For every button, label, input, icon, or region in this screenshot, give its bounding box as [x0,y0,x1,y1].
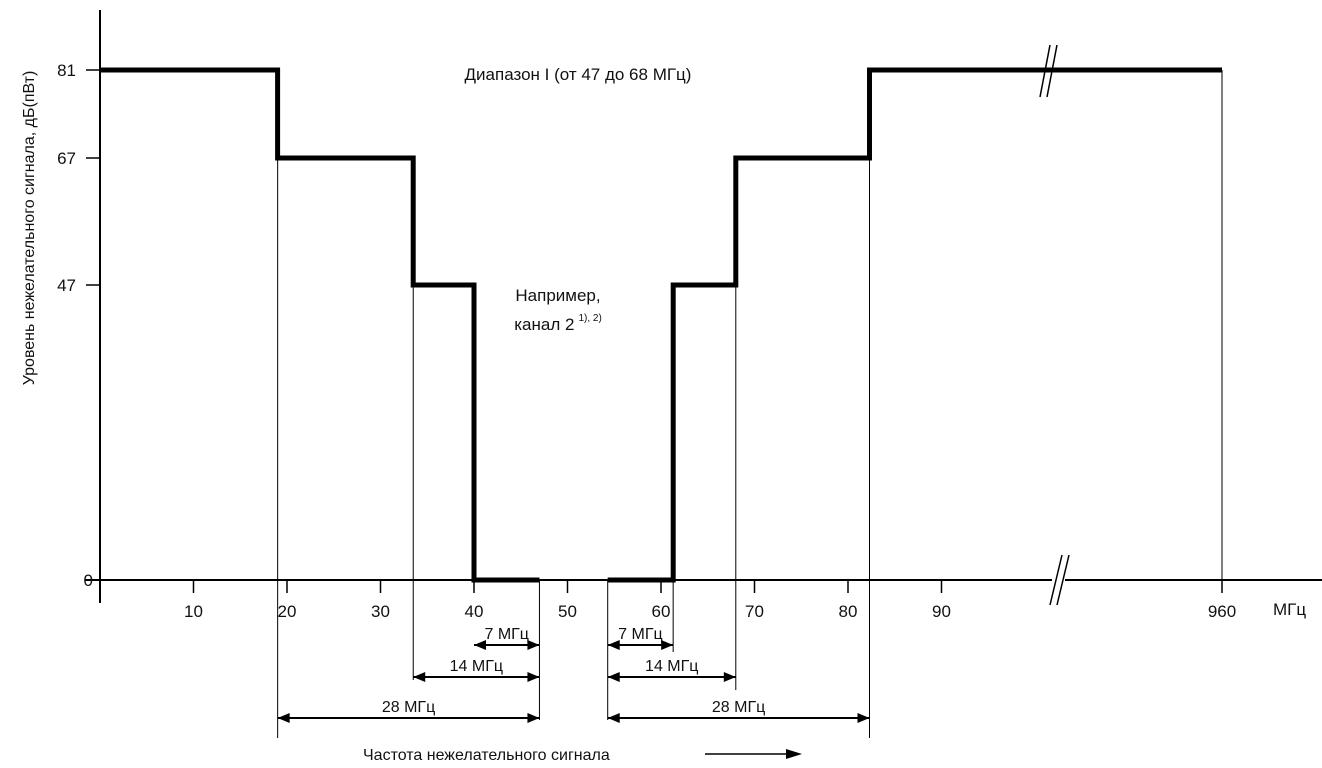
x-tick-label: 20 [278,602,297,621]
dimension-label: 7 МГц [484,626,529,643]
y-tick-label: 67 [57,149,76,168]
x-tick-label: 50 [558,602,577,621]
arrowhead-icon [607,640,620,650]
arrowhead-icon [857,713,870,723]
axes [85,10,1322,606]
frequency-arrow-icon [705,749,802,759]
dimension-label: 28 МГц [382,699,435,716]
series-line [100,67,1222,583]
arrowhead-icon [607,713,620,723]
arrowhead-icon [474,640,486,650]
arrowhead-icon [661,640,674,650]
x-tick-label: 10 [184,602,203,621]
x-tick-label: 960 [1208,602,1236,621]
arrowhead-icon [413,672,426,682]
x-tick-label: 60 [652,602,671,621]
x-axis-break-icon [1049,554,1070,606]
dimension-arrows: 7 МГц 7 МГц 14 МГц 14 МГц 28 МГц 28 МГц [277,626,870,723]
dimension-label: 14 МГц [450,658,503,675]
y-axis-label: Уровень нежелательного сигнала, дБ(пВт) [21,71,38,386]
arrowhead-icon [277,713,290,723]
x-tick-label: 80 [839,602,858,621]
dimension-label: 14 МГц [645,658,698,675]
example-label-line2: канал 2 1), 2) [514,313,602,334]
arrowhead-icon [723,672,736,682]
dimension-label: 7 МГц [618,626,663,643]
y-tick-label: 81 [57,61,76,80]
arrowhead-icon [527,672,540,682]
arrowhead-icon [527,640,540,650]
vertical-guide-lines [277,70,1223,738]
dimension-label: 28 МГц [712,699,765,716]
x-tick-label: 40 [465,602,484,621]
x-tick-label: 70 [745,602,764,621]
example-label-line1: Например, [515,286,600,305]
x-axis-label: Частота нежелательного сигнала [363,747,610,764]
example-footnote: 1), 2) [578,313,601,324]
y-tick-label: 47 [57,276,76,295]
arrowhead-icon [607,672,620,682]
arrowhead-icon [527,713,540,723]
y-ticks: 0 47 67 81 [57,61,100,590]
y-tick-label: 0 [84,571,93,590]
x-tick-label: 30 [371,602,390,621]
band-label: Диапазон I (от 47 до 68 МГц) [465,65,692,84]
x-unit-label: МГц [1273,600,1306,619]
x-ticks: 10 20 30 40 50 60 70 80 90 960 [184,580,1236,621]
x-tick-label: 90 [932,602,951,621]
